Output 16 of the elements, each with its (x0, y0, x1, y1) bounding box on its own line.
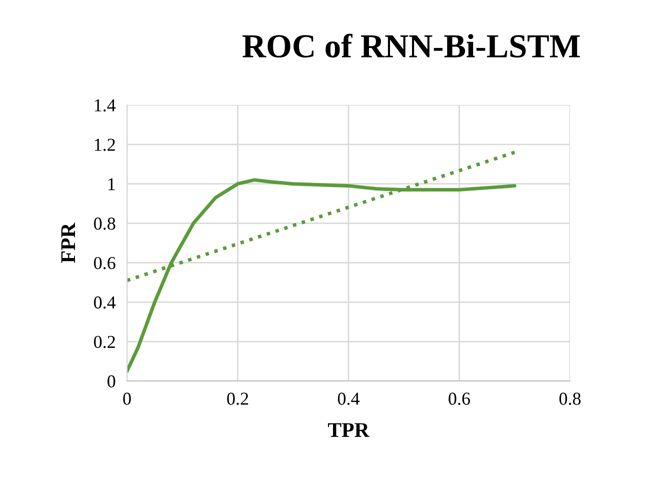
y-axis-title: FPR (61, 222, 75, 263)
y-tick-label: 1 (108, 178, 115, 190)
y-tick-label: 1.2 (94, 138, 115, 151)
x-tick-label: 0.8 (559, 392, 581, 405)
x-tick-label: 0.4 (338, 392, 360, 405)
y-tick-label: 0.4 (94, 296, 116, 309)
x-tick-label: 0.6 (448, 392, 470, 405)
y-tick-label: 0.6 (94, 256, 116, 270)
x-tick-label: 0 (123, 392, 131, 405)
chart-title: ROC of RNN-Bi-LSTM (242, 34, 580, 58)
x-axis-title: TPR (328, 423, 370, 437)
y-tick-label: 0.8 (94, 218, 116, 230)
x-tick-label: 0.2 (227, 392, 248, 405)
y-tick-label: 0 (108, 375, 116, 388)
y-tick-label: 0.2 (94, 336, 115, 348)
y-tick-label: 1.4 (94, 99, 116, 112)
